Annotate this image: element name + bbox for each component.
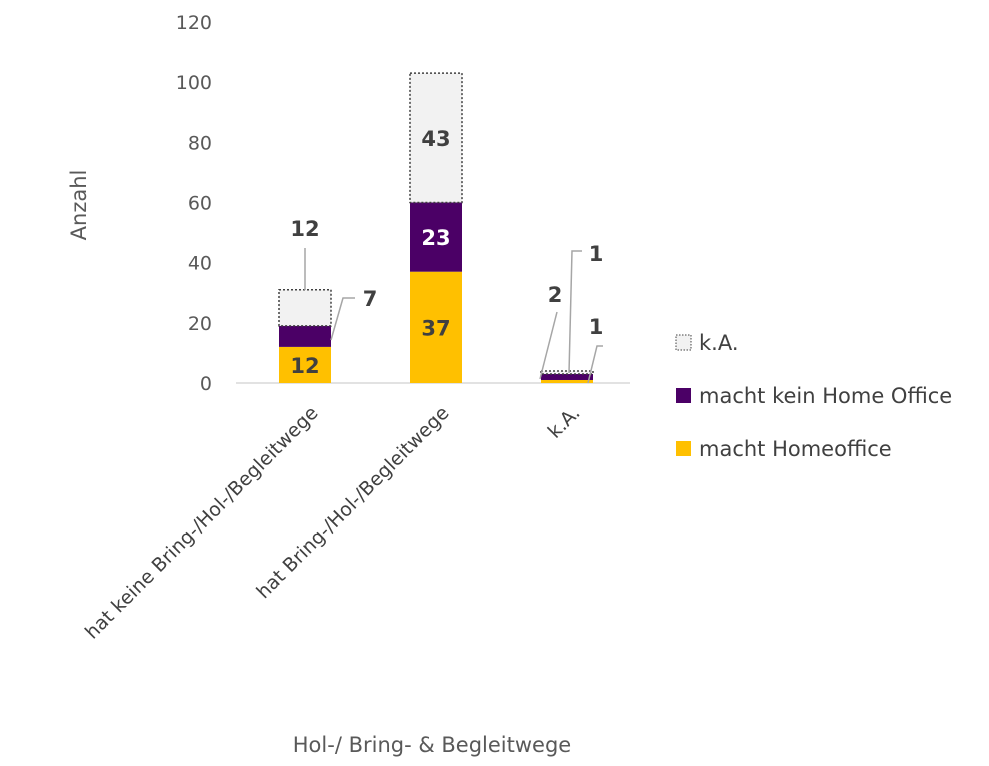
x-category-label: hat keine Bring-/Hol-/Begleitwege (81, 402, 323, 644)
legend-swatch (675, 334, 692, 351)
bar-segment (410, 271, 462, 383)
data-label: 43 (421, 127, 450, 151)
label-leader-line (539, 311, 558, 380)
data-label: 12 (290, 217, 319, 241)
data-label: 23 (421, 226, 450, 250)
y-axis-title: Anzahl (67, 170, 91, 241)
legend-label: macht kein Home Office (699, 384, 952, 408)
legend-label: macht Homeoffice (699, 437, 892, 461)
data-labels: 12 37 1 7 23 2 12 43 1 (290, 127, 603, 378)
y-tick-label: 100 (176, 72, 212, 94)
bar-segment (278, 288, 332, 327)
y-tick-label: 60 (188, 193, 212, 215)
data-label: 37 (421, 316, 450, 340)
legend-swatch (676, 388, 691, 403)
data-label: 12 (290, 354, 319, 378)
legend-swatch (676, 441, 691, 456)
bar-segment (541, 373, 593, 380)
x-axis-title: Hol-/ Bring- & Begleitwege (293, 733, 571, 757)
data-label: 2 (548, 283, 563, 307)
label-leader-line (568, 250, 582, 374)
y-tick-label: 40 (188, 253, 212, 275)
y-tick-label: 80 (188, 132, 212, 154)
bar-segment (540, 370, 594, 375)
legend: k.A. macht kein Home Office macht Homeoffi… (675, 331, 952, 461)
x-category-label: k.A. (544, 402, 585, 443)
bar-segment (279, 325, 331, 347)
label-leader-line (587, 345, 603, 384)
bar-segment (409, 72, 463, 204)
bar-segment (410, 202, 462, 272)
bar-segment (541, 379, 593, 383)
y-tick-label: 0 (200, 373, 212, 395)
label-leader-line (330, 297, 355, 341)
data-label: 1 (589, 315, 604, 339)
data-label: 1 (589, 242, 604, 266)
y-axis-ticks: 0 20 40 60 80 100 120 (176, 12, 212, 395)
bars (278, 72, 594, 383)
y-tick-label: 120 (176, 12, 212, 34)
label-leader-lines (304, 248, 603, 384)
data-label: 7 (363, 287, 378, 311)
bar-segment (279, 346, 331, 383)
legend-label: k.A. (699, 331, 739, 355)
y-tick-label: 20 (188, 313, 212, 335)
